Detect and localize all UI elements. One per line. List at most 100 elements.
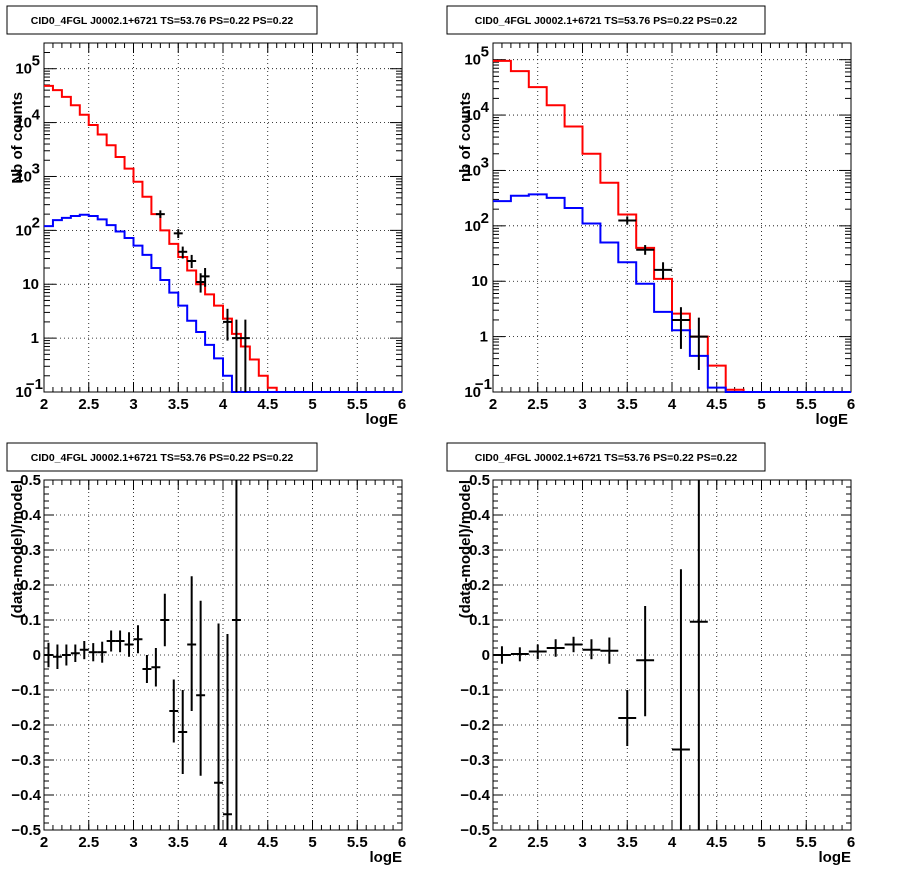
x-tick-label: 2.5 xyxy=(527,396,548,413)
chart-title: CID0_4FGL J0002.1+6721 TS=53.76 PS=0.22 … xyxy=(31,15,294,27)
x-tick-label: 3.5 xyxy=(168,396,189,413)
x-tick-label: 6 xyxy=(398,396,406,413)
y-tick-label: 0.4 xyxy=(469,507,491,524)
x-axis-title: logE xyxy=(819,849,852,866)
y-tick-label: 0.2 xyxy=(469,577,490,594)
y-tick-label: 1 xyxy=(31,330,39,347)
x-tick-label: 5 xyxy=(308,396,316,413)
y-tick-label: 10 xyxy=(464,52,481,69)
x-tick-label: 4.5 xyxy=(706,834,727,851)
x-tick-label: 4 xyxy=(219,396,228,413)
y-tick-exponent: 5 xyxy=(32,53,40,70)
x-tick-label: 6 xyxy=(398,834,406,851)
x-tick-label: 3 xyxy=(578,396,586,413)
chart-title-frame xyxy=(6,442,318,472)
y-tick-label: 0.4 xyxy=(20,507,42,524)
series-2-step-line xyxy=(493,193,851,393)
y-tick-label: 10 xyxy=(464,218,481,235)
x-tick-label: 2.5 xyxy=(527,834,548,851)
chart-title-box: CID0_4FGL J0002.1+6721 TS=53.76 PS=0.22 … xyxy=(6,5,318,35)
chart-4: CID0_4FGL J0002.1+6721 TS=53.76 PS=0.22 … xyxy=(446,442,855,866)
y-tick-label: −0.3 xyxy=(460,752,490,769)
y-tick-exponent: 2 xyxy=(32,214,40,231)
x-tick-label: 4 xyxy=(219,834,228,851)
y-tick-label: 10 xyxy=(15,384,32,401)
y-tick-exponent: 5 xyxy=(481,44,489,61)
y-tick-label: 0 xyxy=(33,647,41,664)
y-tick-label: 0.3 xyxy=(469,542,490,559)
x-tick-label: 3.5 xyxy=(168,834,189,851)
y-tick-label: −0.1 xyxy=(11,682,41,699)
chart-1: CID0_4FGL J0002.1+6721 TS=53.76 PS=0.22 … xyxy=(6,5,406,428)
y-tick-exponent: −1 xyxy=(475,376,492,393)
x-tick-label: 5.5 xyxy=(347,834,368,851)
chart-title: CID0_4FGL J0002.1+6721 TS=53.76 PS=0.22 … xyxy=(475,452,738,464)
y-tick-label: 10 xyxy=(464,107,481,124)
x-tick-label: 5.5 xyxy=(796,396,817,413)
y-tick-label: −0.4 xyxy=(460,787,490,804)
y-tick-label: 10 xyxy=(15,115,32,132)
x-axis-title: logE xyxy=(366,411,399,428)
y-tick-label: 1 xyxy=(480,329,488,346)
y-tick-label: −0.1 xyxy=(460,682,490,699)
y-axis-title: (data-model)/model xyxy=(457,480,474,618)
y-tick-exponent: 3 xyxy=(481,154,489,171)
x-tick-label: 2 xyxy=(40,396,48,413)
x-tick-label: 5.5 xyxy=(347,396,368,413)
y-tick-label: 10 xyxy=(471,273,488,290)
y-tick-label: −0.4 xyxy=(11,787,41,804)
x-tick-label: 5.5 xyxy=(796,834,817,851)
y-tick-label: 0.1 xyxy=(469,612,490,629)
y-tick-exponent: 3 xyxy=(32,160,40,177)
y-axis-title: nb of counts xyxy=(457,92,474,182)
x-tick-label: 5 xyxy=(757,834,765,851)
chart-title: CID0_4FGL J0002.1+6721 TS=53.76 PS=0.22 … xyxy=(475,15,738,27)
x-tick-label: 6 xyxy=(847,834,855,851)
y-axis-title: Nb of counts xyxy=(9,92,26,184)
y-tick-label: 10 xyxy=(464,384,481,401)
x-tick-label: 4 xyxy=(668,396,677,413)
x-axis-title: logE xyxy=(816,411,849,428)
x-tick-label: 3 xyxy=(578,834,586,851)
y-tick-label: 10 xyxy=(464,162,481,179)
chart-title-box: CID0_4FGL J0002.1+6721 TS=53.76 PS=0.22 … xyxy=(446,5,766,35)
y-tick-label: 0.5 xyxy=(20,472,41,489)
x-tick-label: 2.5 xyxy=(78,834,99,851)
y-tick-label: 0.5 xyxy=(469,472,490,489)
x-tick-label: 6 xyxy=(847,396,855,413)
y-tick-label: −0.2 xyxy=(11,717,41,734)
y-tick-exponent: −1 xyxy=(26,376,43,393)
x-tick-label: 2 xyxy=(489,834,497,851)
y-tick-label: 10 xyxy=(22,276,39,293)
chart-title-frame xyxy=(446,442,766,472)
y-tick-label: 0.1 xyxy=(20,612,41,629)
chart-title: CID0_4FGL J0002.1+6721 TS=53.76 PS=0.22 … xyxy=(31,452,294,464)
chart-3: CID0_4FGL J0002.1+6721 TS=53.76 PS=0.22 … xyxy=(6,442,406,866)
x-tick-label: 5 xyxy=(757,396,765,413)
chart-title-box: CID0_4FGL J0002.1+6721 TS=53.76 PS=0.22 … xyxy=(446,442,766,472)
x-tick-label: 2 xyxy=(40,834,48,851)
series-1-step-line xyxy=(493,59,851,393)
y-tick-label: −0.5 xyxy=(11,822,41,839)
y-tick-exponent: 4 xyxy=(481,99,490,116)
y-tick-label: 10 xyxy=(15,222,32,239)
y-tick-exponent: 2 xyxy=(481,210,489,227)
y-axis-title: (data-model)/model xyxy=(9,480,26,618)
y-tick-label: 0.2 xyxy=(20,577,41,594)
x-tick-label: 4 xyxy=(668,834,677,851)
x-tick-label: 3 xyxy=(129,834,137,851)
x-tick-label: 3.5 xyxy=(617,834,638,851)
x-axis-title: logE xyxy=(370,849,403,866)
y-tick-label: −0.3 xyxy=(11,752,41,769)
y-tick-label: 10 xyxy=(15,168,32,185)
chart-title-box: CID0_4FGL J0002.1+6721 TS=53.76 PS=0.22 … xyxy=(6,442,318,472)
x-tick-label: 3 xyxy=(129,396,137,413)
y-tick-exponent: 4 xyxy=(32,107,41,124)
chart-title-frame xyxy=(6,5,318,35)
x-tick-label: 4.5 xyxy=(706,396,727,413)
x-tick-label: 2 xyxy=(489,396,497,413)
y-tick-label: 0.3 xyxy=(20,542,41,559)
y-tick-label: −0.2 xyxy=(460,717,490,734)
series-2-step-line xyxy=(44,213,402,393)
